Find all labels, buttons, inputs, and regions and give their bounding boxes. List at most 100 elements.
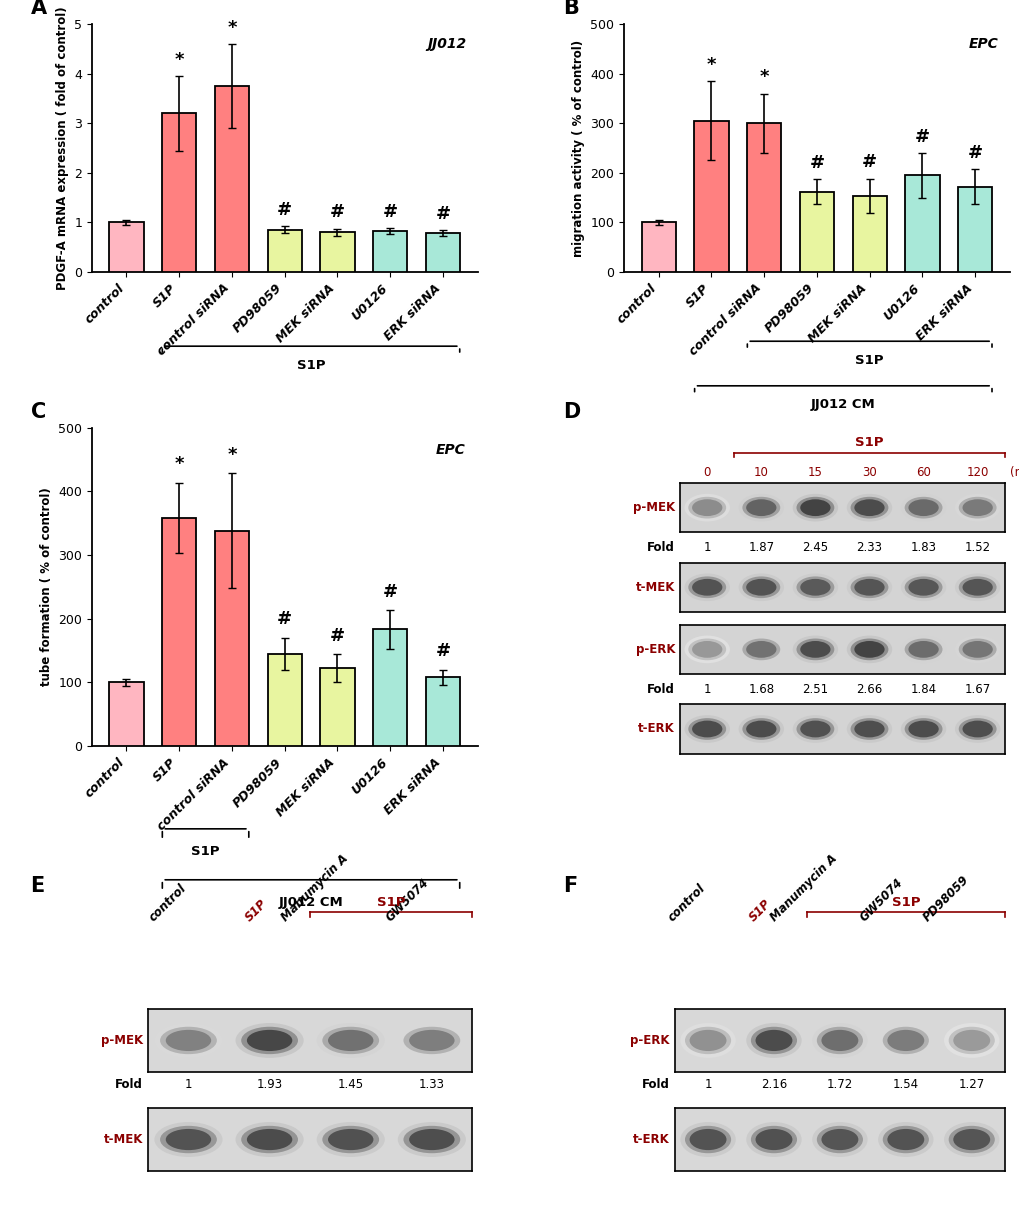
Ellipse shape xyxy=(850,577,888,598)
Ellipse shape xyxy=(322,1026,379,1054)
Ellipse shape xyxy=(958,577,996,598)
Ellipse shape xyxy=(816,1026,862,1054)
Ellipse shape xyxy=(680,1122,735,1157)
Text: S1P: S1P xyxy=(297,359,325,371)
Ellipse shape xyxy=(796,577,834,598)
Ellipse shape xyxy=(900,716,946,742)
Text: 1.93: 1.93 xyxy=(257,1078,282,1091)
Text: C: C xyxy=(31,401,46,422)
Text: *: * xyxy=(706,56,715,74)
Ellipse shape xyxy=(904,577,942,598)
Text: EPC: EPC xyxy=(436,444,466,457)
Bar xyxy=(320,669,355,746)
Text: 1.52: 1.52 xyxy=(964,540,989,554)
Text: t-ERK: t-ERK xyxy=(633,1133,669,1146)
Ellipse shape xyxy=(908,721,937,737)
Ellipse shape xyxy=(954,573,1000,601)
Text: 60: 60 xyxy=(915,467,930,479)
Text: JJ012 CM: JJ012 CM xyxy=(278,896,343,909)
Ellipse shape xyxy=(240,1026,298,1054)
Ellipse shape xyxy=(816,1126,862,1153)
Bar xyxy=(373,231,407,272)
Ellipse shape xyxy=(746,579,775,596)
Ellipse shape xyxy=(746,1023,801,1058)
Text: 1.87: 1.87 xyxy=(748,540,773,554)
Y-axis label: PDGF-A mRNA expression ( fold of control): PDGF-A mRNA expression ( fold of control… xyxy=(55,6,68,290)
Ellipse shape xyxy=(800,579,829,596)
Text: D: D xyxy=(562,401,580,422)
Text: #: # xyxy=(967,144,981,162)
Ellipse shape xyxy=(948,1126,994,1153)
Text: *: * xyxy=(174,456,183,474)
Text: t-MEK: t-MEK xyxy=(635,580,675,594)
Text: S1P: S1P xyxy=(855,353,883,366)
Text: 2.33: 2.33 xyxy=(856,540,881,554)
Ellipse shape xyxy=(881,1126,928,1153)
Text: #: # xyxy=(861,154,876,172)
Text: *: * xyxy=(759,68,768,86)
Ellipse shape xyxy=(685,1126,731,1153)
Ellipse shape xyxy=(811,1023,867,1058)
Ellipse shape xyxy=(692,579,721,596)
Ellipse shape xyxy=(240,1126,298,1153)
Ellipse shape xyxy=(746,641,775,658)
Text: #: # xyxy=(329,203,344,221)
Ellipse shape xyxy=(800,641,829,658)
Bar xyxy=(109,682,144,746)
Ellipse shape xyxy=(154,1023,222,1058)
Bar xyxy=(694,121,728,272)
Ellipse shape xyxy=(328,1030,373,1051)
Ellipse shape xyxy=(850,718,888,740)
Ellipse shape xyxy=(750,1026,796,1054)
Text: A: A xyxy=(31,0,47,18)
Ellipse shape xyxy=(877,1023,932,1058)
Ellipse shape xyxy=(247,1129,292,1150)
Ellipse shape xyxy=(887,1030,923,1051)
Text: S1P: S1P xyxy=(854,436,882,449)
Ellipse shape xyxy=(954,493,1000,521)
Ellipse shape xyxy=(160,1026,217,1054)
Ellipse shape xyxy=(908,641,937,658)
Ellipse shape xyxy=(953,1129,989,1150)
Ellipse shape xyxy=(738,493,784,521)
Ellipse shape xyxy=(397,1122,466,1157)
Ellipse shape xyxy=(165,1129,211,1150)
Bar xyxy=(162,114,196,272)
Ellipse shape xyxy=(409,1030,454,1051)
Bar xyxy=(267,230,302,272)
Ellipse shape xyxy=(235,1122,304,1157)
Ellipse shape xyxy=(962,499,991,516)
Ellipse shape xyxy=(846,493,892,521)
Ellipse shape xyxy=(404,1126,460,1153)
Text: 1.33: 1.33 xyxy=(419,1078,444,1091)
Ellipse shape xyxy=(900,573,946,601)
Ellipse shape xyxy=(846,716,892,742)
Ellipse shape xyxy=(738,636,784,664)
Ellipse shape xyxy=(846,573,892,601)
Ellipse shape xyxy=(846,636,892,664)
Y-axis label: tube formation ( % of control): tube formation ( % of control) xyxy=(40,487,52,687)
Ellipse shape xyxy=(685,1026,731,1054)
Ellipse shape xyxy=(958,497,996,519)
Ellipse shape xyxy=(908,579,937,596)
Ellipse shape xyxy=(954,716,1000,742)
Text: t-MEK: t-MEK xyxy=(103,1133,143,1146)
Bar xyxy=(957,186,991,272)
Text: control: control xyxy=(146,881,189,925)
Text: JJ012: JJ012 xyxy=(426,36,466,51)
Text: t-ERK: t-ERK xyxy=(638,723,675,735)
Text: p-ERK: p-ERK xyxy=(630,1034,669,1047)
Ellipse shape xyxy=(850,497,888,519)
Text: 1.45: 1.45 xyxy=(337,1078,364,1091)
Ellipse shape xyxy=(409,1129,454,1150)
Text: Fold: Fold xyxy=(647,683,675,695)
Ellipse shape xyxy=(877,1122,932,1157)
Text: 15: 15 xyxy=(807,467,822,479)
Text: (min): (min) xyxy=(1009,467,1019,479)
Text: #: # xyxy=(435,642,450,660)
Text: 2.66: 2.66 xyxy=(856,683,881,695)
Ellipse shape xyxy=(684,716,730,742)
Text: 1.68: 1.68 xyxy=(748,683,773,695)
Text: p-ERK: p-ERK xyxy=(635,643,675,655)
Ellipse shape xyxy=(800,499,829,516)
